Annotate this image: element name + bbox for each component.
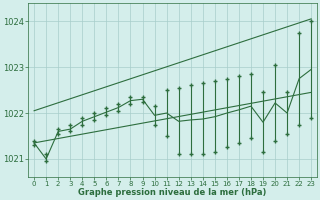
X-axis label: Graphe pression niveau de la mer (hPa): Graphe pression niveau de la mer (hPa): [78, 188, 267, 197]
